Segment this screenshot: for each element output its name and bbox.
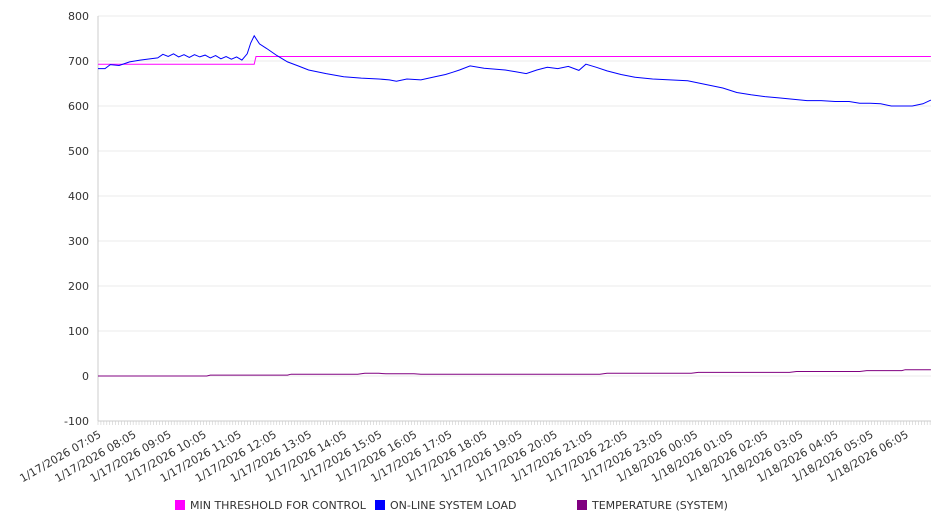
series-line-2	[98, 369, 931, 377]
legend-label: ON-LINE SYSTEM LOAD	[390, 499, 516, 512]
y-tick-label: 500	[68, 145, 89, 158]
legend-swatch	[375, 500, 385, 510]
y-tick-label: 600	[68, 100, 89, 113]
y-tick-label: 700	[68, 55, 89, 68]
legend-item: ON-LINE SYSTEM LOAD	[375, 499, 516, 512]
legend-label: MIN THRESHOLD FOR CONTROL	[190, 499, 367, 512]
y-tick-label: 0	[82, 370, 89, 383]
y-tick-label: 300	[68, 235, 89, 248]
legend-label: TEMPERATURE (SYSTEM)	[591, 499, 728, 512]
series-line-0	[98, 56, 931, 65]
legend-swatch	[175, 500, 185, 510]
legend-item: TEMPERATURE (SYSTEM)	[577, 499, 728, 512]
y-tick-label: -100	[64, 415, 89, 428]
y-tick-label: 200	[68, 280, 89, 293]
y-tick-label: 400	[68, 190, 89, 203]
legend-item: MIN THRESHOLD FOR CONTROL	[175, 499, 367, 512]
y-tick-label: 800	[68, 10, 89, 23]
y-tick-label: 100	[68, 325, 89, 338]
legend-swatch	[577, 500, 587, 510]
series-line-1	[98, 34, 932, 107]
